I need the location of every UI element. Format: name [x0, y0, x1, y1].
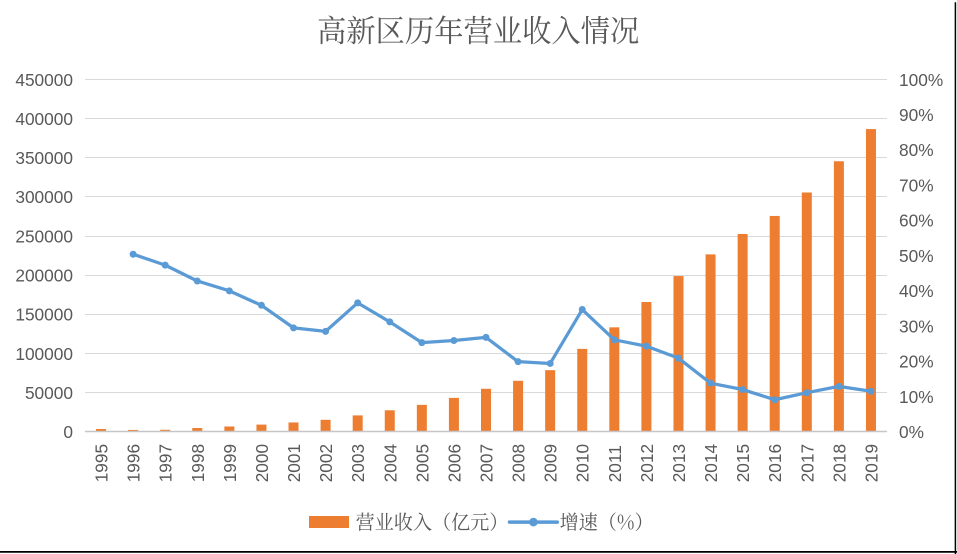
svg-text:2018: 2018 [829, 444, 849, 482]
svg-text:150000: 150000 [15, 305, 73, 325]
svg-text:2010: 2010 [573, 444, 593, 482]
svg-text:2007: 2007 [477, 444, 497, 482]
svg-text:1999: 1999 [220, 444, 240, 482]
svg-text:2013: 2013 [669, 444, 689, 482]
svg-text:10%: 10% [899, 387, 934, 407]
svg-text:450000: 450000 [15, 70, 73, 90]
svg-text:2011: 2011 [605, 445, 625, 482]
svg-text:50000: 50000 [25, 383, 73, 403]
svg-text:20%: 20% [899, 352, 934, 372]
svg-text:50%: 50% [899, 246, 934, 266]
svg-text:2019: 2019 [861, 444, 881, 482]
svg-text:100000: 100000 [15, 344, 73, 364]
svg-text:60%: 60% [899, 211, 934, 231]
svg-text:2012: 2012 [637, 444, 657, 482]
svg-text:2017: 2017 [797, 444, 817, 482]
svg-text:1998: 1998 [188, 444, 208, 482]
svg-text:30%: 30% [899, 316, 934, 336]
svg-text:2002: 2002 [316, 444, 336, 482]
svg-text:2004: 2004 [380, 443, 400, 482]
svg-text:400000: 400000 [15, 109, 73, 129]
svg-text:2008: 2008 [509, 444, 529, 482]
svg-text:2000: 2000 [252, 444, 272, 482]
svg-text:2003: 2003 [348, 444, 368, 482]
svg-text:2009: 2009 [541, 444, 561, 482]
svg-text:2006: 2006 [444, 444, 464, 482]
svg-text:2016: 2016 [765, 444, 785, 482]
svg-text:300000: 300000 [15, 187, 73, 207]
svg-text:80%: 80% [899, 140, 934, 160]
svg-text:2005: 2005 [412, 444, 432, 482]
svg-text:0%: 0% [899, 422, 924, 442]
svg-text:2015: 2015 [733, 444, 753, 482]
svg-text:350000: 350000 [15, 148, 73, 168]
svg-text:250000: 250000 [15, 226, 73, 246]
svg-text:2014: 2014 [701, 443, 721, 482]
svg-text:0: 0 [63, 422, 73, 442]
svg-text:40%: 40% [899, 281, 934, 301]
svg-text:200000: 200000 [15, 266, 73, 286]
svg-text:100%: 100% [899, 70, 943, 90]
svg-text:1996: 1996 [124, 444, 144, 482]
svg-text:1997: 1997 [156, 444, 176, 482]
svg-text:2001: 2001 [284, 444, 304, 482]
svg-text:1995: 1995 [92, 444, 112, 482]
svg-text:90%: 90% [899, 105, 934, 125]
svg-text:70%: 70% [899, 175, 934, 195]
